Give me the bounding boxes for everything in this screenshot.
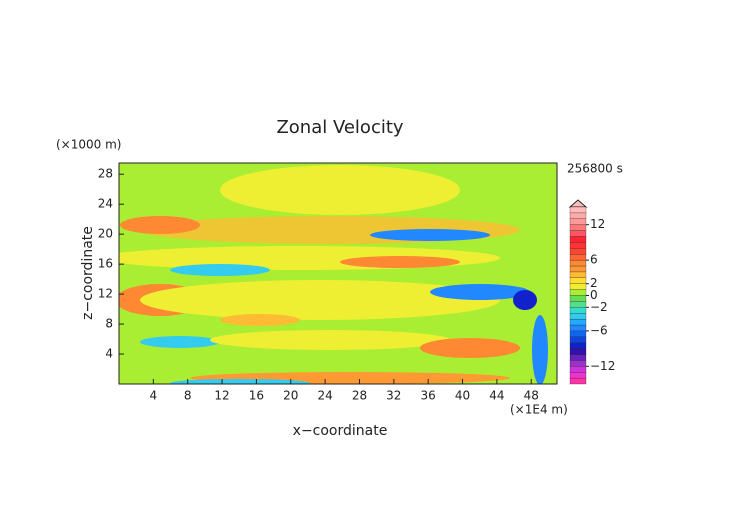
contour-field — [119, 163, 557, 384]
colorbar-box — [569, 218, 587, 225]
colorbar-box — [569, 348, 587, 355]
y-tick-label: 28 — [98, 167, 113, 181]
x-tick-label: 24 — [317, 389, 332, 403]
x-tick-label: 40 — [455, 389, 470, 403]
colorbar-box — [569, 372, 587, 379]
y-tick-label: 16 — [98, 257, 113, 271]
colorbar-tick-label: −2 — [590, 300, 608, 314]
colorbar-tick-label: 2 — [590, 276, 598, 290]
colorbar-tick-label: −12 — [590, 359, 615, 373]
colorbar-tick-label: 0 — [590, 288, 598, 302]
x-tick-label: 8 — [184, 389, 192, 403]
x-tick-label: 4 — [150, 389, 158, 403]
colorbar-box — [569, 366, 587, 373]
colorbar-box — [569, 248, 587, 255]
chart-title: Zonal Velocity — [276, 117, 403, 138]
time-label: 256800 s — [567, 162, 623, 176]
x-tick-label: 48 — [524, 389, 539, 403]
colorbar-box — [569, 289, 587, 296]
colorbar-tick-label: 6 — [590, 253, 598, 267]
colorbar-box — [569, 318, 587, 326]
colorbar-box — [569, 236, 587, 243]
colorbar-box — [569, 224, 587, 231]
colorbar-tick-label: −6 — [590, 323, 608, 337]
x-tick-label: 20 — [283, 389, 298, 403]
colorbar-box — [569, 301, 587, 308]
colorbar-box — [569, 271, 587, 278]
x-axis-label: x−coordinate — [293, 423, 388, 439]
colorbar-box — [569, 354, 587, 361]
x-tick-label: 28 — [352, 389, 367, 403]
colorbar-box — [569, 342, 587, 349]
colorbar-box — [569, 330, 587, 337]
colorbar-box — [569, 307, 587, 314]
colorbar-box — [569, 336, 587, 343]
x-tick-label: 36 — [421, 389, 436, 403]
colorbar-box — [569, 377, 587, 385]
y-axis-label: z−coordinate — [80, 226, 96, 320]
colorbar-box — [569, 265, 587, 273]
colorbar-box — [569, 324, 587, 332]
colorbar-arrow — [568, 199, 588, 208]
colorbar-box — [569, 283, 587, 290]
x-tick-label: 12 — [214, 389, 229, 403]
plot-frame — [118, 162, 558, 385]
x-tick-label: 32 — [386, 389, 401, 403]
colorbar-tick-label: 12 — [590, 217, 605, 231]
colorbar-box — [569, 295, 587, 302]
y-tick-label: 24 — [98, 197, 113, 211]
colorbar-box — [569, 206, 587, 214]
y-tick-label: 12 — [98, 287, 113, 301]
y-tick-label: 8 — [105, 317, 113, 331]
colorbar-box — [569, 313, 587, 320]
colorbar-box — [569, 242, 587, 249]
x-unit: (×1E4 m) — [510, 403, 568, 417]
colorbar-box — [569, 259, 587, 267]
colorbar-box — [569, 212, 587, 219]
x-tick-label: 44 — [489, 389, 504, 403]
y-tick-label: 20 — [98, 227, 113, 241]
y-tick-label: 4 — [105, 347, 113, 361]
colorbar-box — [569, 230, 587, 237]
colorbar-box — [569, 254, 587, 261]
y-unit: (×1000 m) — [56, 138, 121, 152]
colorbar-box — [569, 277, 587, 284]
x-tick-label: 16 — [249, 389, 264, 403]
colorbar-box — [569, 360, 587, 367]
